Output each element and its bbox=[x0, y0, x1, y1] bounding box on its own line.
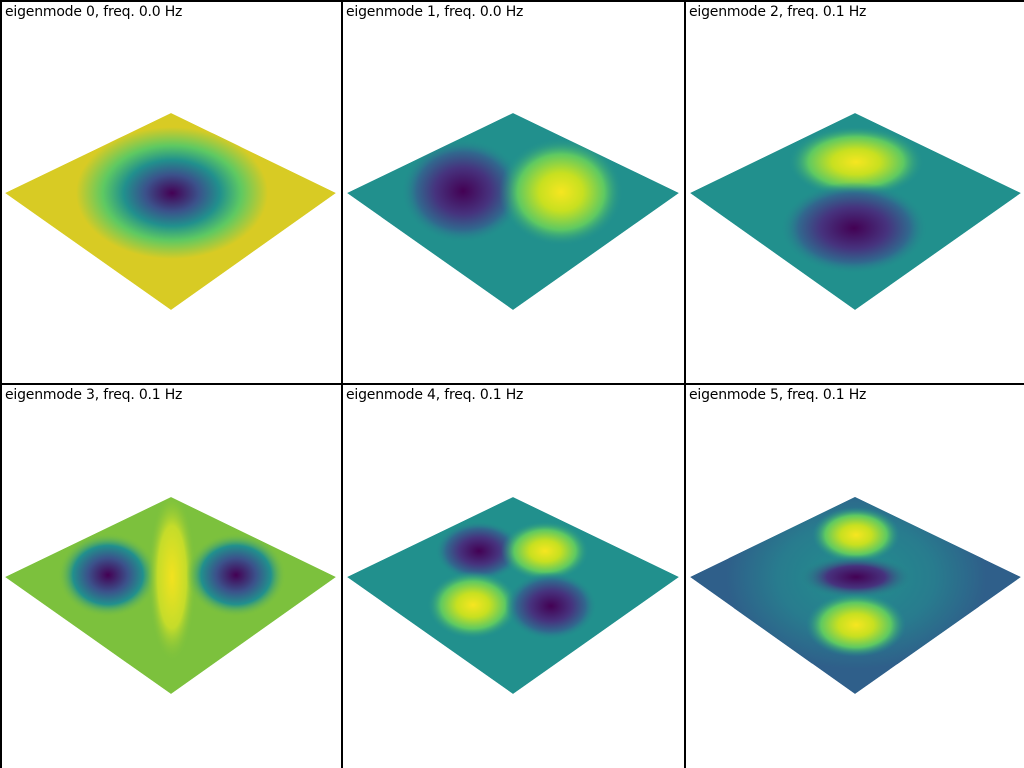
mode-lobe-positive bbox=[788, 126, 924, 198]
plate-render bbox=[5, 113, 336, 310]
panel-title: eigenmode 2, freq. 0.1 Hz bbox=[689, 4, 867, 20]
plate-render bbox=[347, 497, 679, 694]
panel-title: eigenmode 4, freq. 0.1 Hz bbox=[346, 387, 524, 403]
mode-lobe-positive bbox=[806, 593, 906, 657]
panel-title: eigenmode 1, freq. 0.0 Hz bbox=[346, 4, 524, 20]
mode-lobe bbox=[76, 127, 268, 259]
panel-eigenmode-3: eigenmode 3, freq. 0.1 Hz bbox=[2, 385, 341, 768]
panel-title: eigenmode 3, freq. 0.1 Hz bbox=[5, 387, 183, 403]
panel-eigenmode-0: eigenmode 0, freq. 0.0 Hz bbox=[2, 2, 341, 383]
panel-eigenmode-5: eigenmode 5, freq. 0.1 Hz bbox=[686, 385, 1024, 768]
mode-lobe-negative bbox=[505, 572, 597, 640]
plate-render bbox=[690, 113, 1021, 310]
divider bbox=[684, 385, 686, 768]
mode-lobe-positive bbox=[427, 571, 519, 639]
mode-lobe-positive bbox=[148, 497, 196, 662]
panel-title: eigenmode 5, freq. 0.1 Hz bbox=[689, 387, 867, 403]
mode-lobe-negative bbox=[58, 533, 158, 617]
mode-lobe-negative bbox=[401, 139, 525, 243]
plate-render bbox=[347, 113, 679, 310]
panel-eigenmode-1: eigenmode 1, freq. 0.0 Hz bbox=[343, 2, 684, 383]
panel-eigenmode-4: eigenmode 4, freq. 0.1 Hz bbox=[343, 385, 684, 768]
panel-eigenmode-2: eigenmode 2, freq. 0.1 Hz bbox=[686, 2, 1024, 383]
mode-lobe-negative bbox=[798, 555, 914, 599]
divider bbox=[684, 2, 686, 383]
mode-lobe-negative bbox=[780, 182, 928, 274]
divider bbox=[2, 383, 1024, 385]
plate-render bbox=[690, 497, 1021, 694]
mode-lobe-negative bbox=[186, 533, 286, 617]
plate-render bbox=[5, 497, 336, 694]
divider bbox=[341, 2, 343, 383]
divider bbox=[341, 385, 343, 768]
mode-lobe-positive bbox=[812, 507, 900, 563]
panel-title: eigenmode 0, freq. 0.0 Hz bbox=[5, 4, 183, 20]
mode-lobe-positive bbox=[501, 521, 589, 581]
mode-lobe-positive bbox=[499, 138, 623, 246]
mode-lobe-negative bbox=[435, 521, 523, 581]
